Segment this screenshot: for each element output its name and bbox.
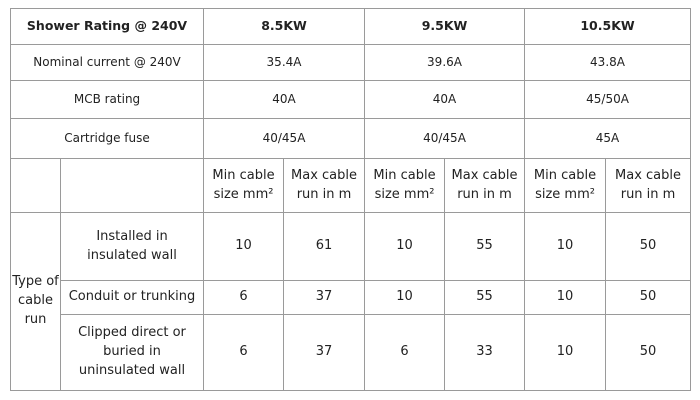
cable-value: 61 [283, 212, 366, 281]
subheader-cell: Max cable run in m [605, 158, 692, 213]
spec-row: Nominal current @ 240V 35.4A 39.6A 43.8A [9, 44, 692, 81]
spec-value: 40/45A [203, 118, 366, 159]
cable-value: 10 [524, 314, 607, 391]
spec-value: 45/50A [524, 80, 692, 119]
spec-value: 39.6A [364, 44, 526, 81]
subheader-cell: Min cable size mm² [364, 158, 446, 213]
cable-label: Installed in insulated wall [59, 212, 205, 281]
cable-value: 10 [364, 280, 446, 315]
group-label: Type of cable run [10, 212, 61, 391]
subheader-cell: Max cable run in m [444, 158, 526, 213]
subheader-row: Min cable size mm² Max cable run in m Min … [10, 158, 692, 213]
blank-cell [59, 158, 205, 213]
cable-value: 10 [524, 280, 607, 315]
header-cell: 9.5KW [364, 8, 526, 45]
cable-value: 10 [524, 212, 607, 281]
blank-cell [10, 158, 61, 213]
cable-value: 10 [203, 212, 285, 281]
cable-value: 37 [283, 280, 366, 315]
header-cell: 8.5KW [203, 8, 366, 45]
rating-table: Shower Rating @ 240V 8.5KW 9.5KW 10.5KW … [9, 8, 692, 391]
subheader-cell: Min cable size mm² [203, 158, 285, 213]
cable-value: 55 [444, 212, 526, 281]
cable-value: 10 [364, 212, 446, 281]
subheader-cell: Max cable run in m [283, 158, 366, 213]
cable-value: 50 [605, 280, 692, 315]
spec-label: Cartridge fuse [9, 118, 205, 159]
cable-body: Min cable size mm² Max cable run in m Min … [10, 158, 692, 391]
subheader-cell: Min cable size mm² [524, 158, 607, 213]
cable-value: 6 [364, 314, 446, 391]
cable-value: 50 [605, 212, 692, 281]
spec-row: MCB rating 40A 40A 45/50A [9, 80, 692, 119]
cable-label: Clipped direct or buried in uninsulated … [59, 314, 205, 391]
header-cell: 10.5KW [524, 8, 692, 45]
spec-value: 40A [364, 80, 526, 119]
spec-value: 35.4A [203, 44, 366, 81]
spec-value: 45A [524, 118, 692, 159]
cable-row: Type of cable run Installed in insulated … [10, 212, 692, 391]
header-cell: Shower Rating @ 240V [9, 8, 205, 45]
spec-label: Nominal current @ 240V [9, 44, 205, 81]
spec-body: Nominal current @ 240V 35.4A 39.6A 43.8A MCB… [9, 44, 692, 159]
cable-row: Clipped direct or buried in uninsulated … [11, 314, 692, 391]
cable-label: Conduit or trunking [59, 280, 205, 315]
spec-value: 40A [203, 80, 366, 119]
cable-value: 37 [283, 314, 366, 391]
cable-value: 6 [203, 314, 285, 391]
spec-row: Cartridge fuse 40/45A 40/45A 45A [9, 118, 692, 159]
spec-value: 40/45A [364, 118, 526, 159]
cable-value: 6 [203, 280, 285, 315]
cable-value: 50 [605, 314, 692, 391]
spec-label: MCB rating [9, 80, 205, 119]
header-row: Shower Rating @ 240V 8.5KW 9.5KW 10.5KW [9, 8, 692, 45]
cable-value: 55 [444, 280, 526, 315]
cable-value: 33 [444, 314, 526, 391]
cable-row: Conduit or trunking 6 37 10 55 10 50 [11, 280, 692, 315]
spec-value: 43.8A [524, 44, 692, 81]
